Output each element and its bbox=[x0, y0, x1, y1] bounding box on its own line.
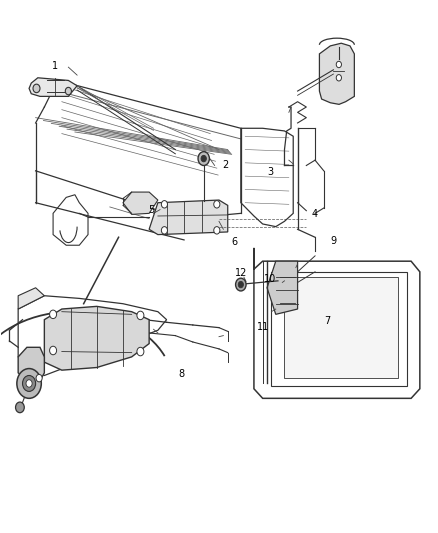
Polygon shape bbox=[285, 277, 398, 378]
Polygon shape bbox=[44, 306, 149, 370]
Circle shape bbox=[36, 374, 42, 382]
Circle shape bbox=[236, 278, 246, 291]
Circle shape bbox=[198, 152, 209, 165]
Circle shape bbox=[201, 156, 206, 162]
Circle shape bbox=[33, 84, 40, 93]
Text: 1: 1 bbox=[52, 61, 58, 70]
Text: 9: 9 bbox=[330, 236, 336, 246]
Circle shape bbox=[238, 281, 244, 288]
Circle shape bbox=[137, 348, 144, 356]
Text: 4: 4 bbox=[311, 209, 317, 220]
Text: 10: 10 bbox=[265, 274, 277, 284]
Circle shape bbox=[15, 402, 24, 413]
Text: 8: 8 bbox=[179, 369, 185, 379]
Circle shape bbox=[336, 61, 342, 68]
Polygon shape bbox=[29, 78, 77, 96]
Circle shape bbox=[49, 346, 57, 355]
Circle shape bbox=[161, 227, 167, 234]
Polygon shape bbox=[149, 200, 228, 235]
Text: 5: 5 bbox=[148, 205, 155, 215]
Text: 12: 12 bbox=[235, 269, 247, 278]
Text: 11: 11 bbox=[257, 321, 269, 332]
Text: 2: 2 bbox=[223, 160, 229, 171]
Circle shape bbox=[49, 310, 57, 319]
Circle shape bbox=[214, 227, 220, 234]
Text: 3: 3 bbox=[268, 167, 274, 177]
Polygon shape bbox=[18, 348, 44, 381]
Text: 7: 7 bbox=[324, 316, 330, 326]
Circle shape bbox=[22, 375, 35, 391]
Circle shape bbox=[214, 200, 220, 208]
Circle shape bbox=[65, 87, 71, 95]
Polygon shape bbox=[319, 43, 354, 104]
FancyBboxPatch shape bbox=[333, 59, 344, 83]
Polygon shape bbox=[267, 261, 297, 314]
Polygon shape bbox=[18, 288, 44, 309]
Circle shape bbox=[336, 75, 342, 81]
Circle shape bbox=[161, 200, 167, 208]
FancyBboxPatch shape bbox=[280, 266, 295, 288]
Circle shape bbox=[26, 379, 32, 387]
Polygon shape bbox=[123, 192, 158, 214]
Circle shape bbox=[17, 368, 41, 398]
FancyBboxPatch shape bbox=[280, 293, 295, 312]
Circle shape bbox=[137, 311, 144, 320]
Text: 6: 6 bbox=[231, 237, 237, 247]
